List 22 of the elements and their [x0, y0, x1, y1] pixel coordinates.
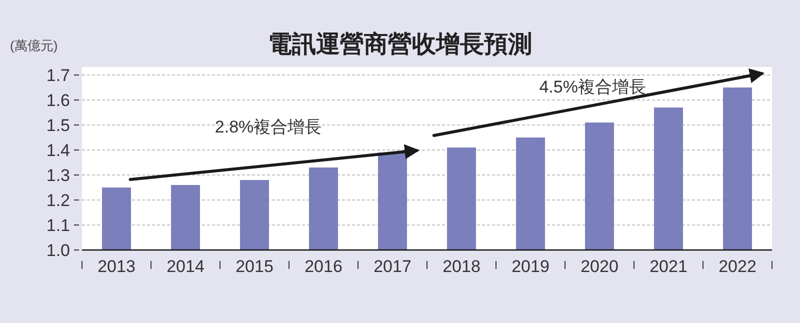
- y-tick-label: 1.1: [46, 216, 70, 235]
- y-tick-label: 1.2: [46, 191, 70, 210]
- x-tick-label: 2013: [98, 257, 136, 276]
- x-tick-label: 2017: [374, 257, 412, 276]
- x-tick-label: 2014: [166, 257, 204, 276]
- y-tick-label: 1.5: [46, 116, 70, 135]
- x-tick-label: 2015: [236, 257, 274, 276]
- x-tick-label: 2016: [304, 257, 342, 276]
- y-tick-label: 1.0: [46, 241, 70, 260]
- x-tick-label: 2021: [650, 257, 688, 276]
- y-tick-label: 1.6: [46, 91, 70, 110]
- annotation: 2.8%複合增長: [214, 118, 322, 136]
- x-tick-label: 2020: [580, 257, 618, 276]
- chart-title: 電訊運營商營收增長預測: [268, 29, 532, 58]
- y-tick-label: 1.7: [46, 66, 70, 85]
- x-tick-label: 2019: [512, 257, 550, 276]
- annotation: 4.5%複合增長: [539, 78, 646, 96]
- y-tick-label: 1.3: [46, 166, 70, 185]
- x-tick-label: 2022: [718, 257, 756, 276]
- y-axis-title: (萬億元): [10, 38, 58, 53]
- y-tick-label: 1.4: [46, 141, 70, 160]
- x-tick-label: 2018: [442, 257, 480, 276]
